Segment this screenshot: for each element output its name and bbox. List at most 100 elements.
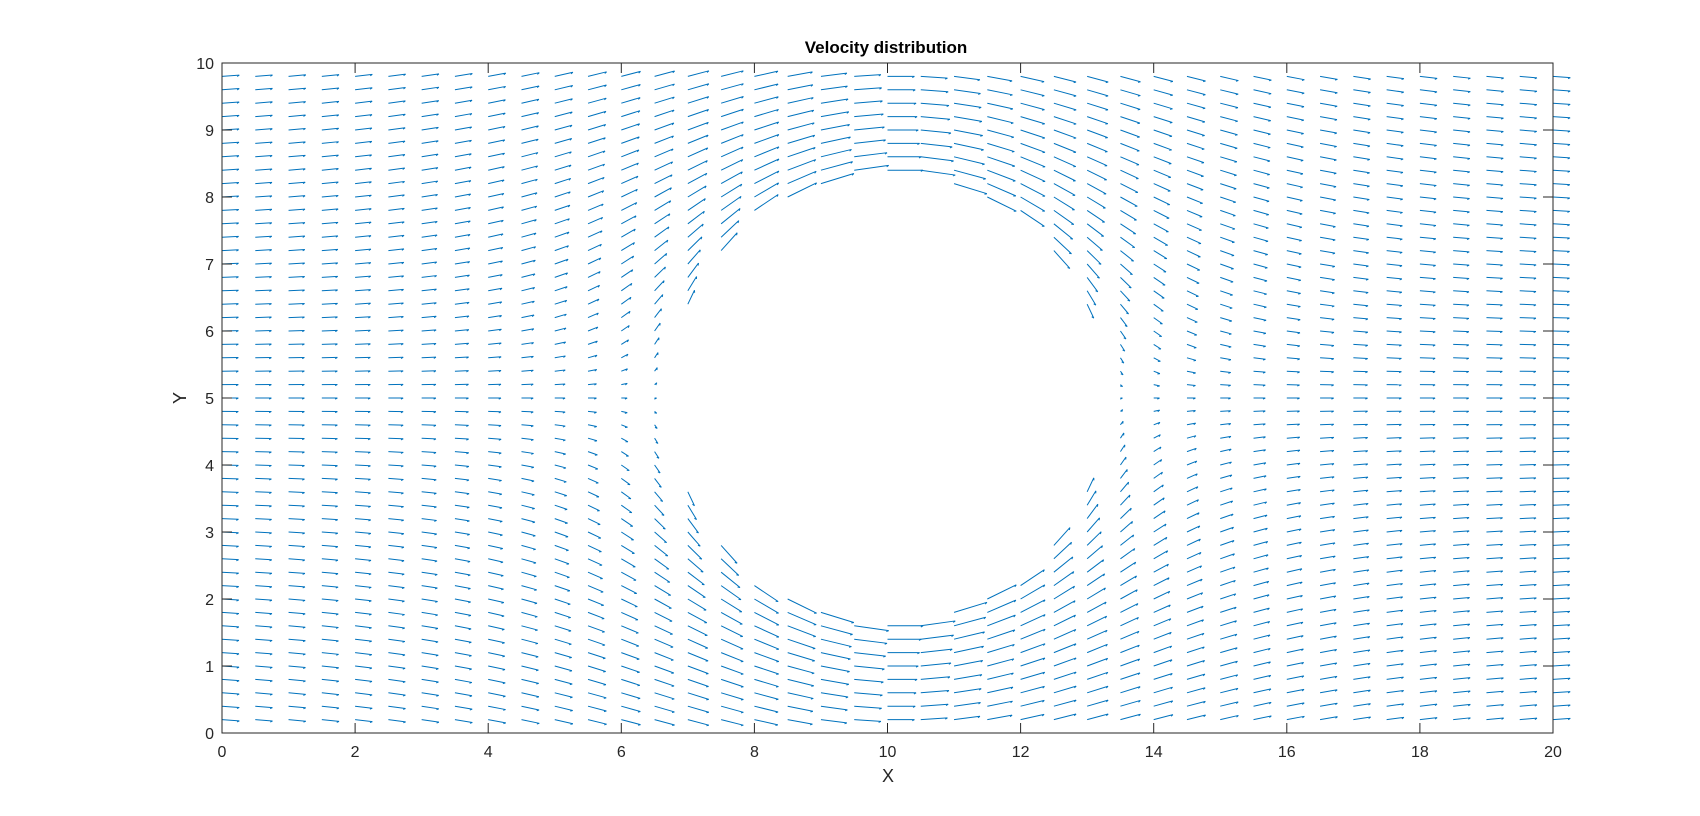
velocity-arrowhead — [844, 72, 848, 75]
velocity-arrowhead — [1168, 618, 1172, 621]
velocity-arrow — [255, 289, 272, 292]
velocity-arrow — [1020, 89, 1045, 97]
velocity-arrow — [1386, 623, 1404, 627]
velocity-arrow — [987, 700, 1013, 707]
velocity-arrowhead — [569, 124, 573, 128]
velocity-arrow — [720, 598, 743, 613]
velocity-arrowhead — [469, 708, 473, 711]
velocity-arrowhead — [696, 531, 699, 534]
velocity-arrowhead — [603, 137, 606, 140]
velocity-arrowhead — [435, 140, 439, 143]
velocity-arrowhead — [1199, 565, 1202, 569]
velocity-arrowhead — [269, 707, 273, 710]
velocity-arrowhead — [1433, 158, 1437, 161]
velocity-arrow — [355, 235, 372, 238]
velocity-arrow — [654, 96, 675, 104]
velocity-arrow — [854, 665, 885, 670]
velocity-arrow — [488, 692, 506, 697]
velocity-arrow — [720, 159, 743, 171]
velocity-arrow — [1486, 557, 1503, 560]
velocity-arrowhead — [1368, 716, 1371, 719]
velocity-arrowhead — [1263, 475, 1267, 478]
velocity-arrow — [1386, 129, 1404, 133]
velocity-arrowhead — [368, 478, 371, 481]
velocity-arrow — [1386, 156, 1404, 160]
velocity-arrow — [421, 464, 437, 467]
velocity-arrow — [1286, 317, 1301, 321]
velocity-arrow — [255, 665, 273, 668]
velocity-arrowhead — [1534, 650, 1537, 654]
velocity-arrow — [654, 678, 675, 687]
velocity-arrow — [1319, 250, 1336, 254]
velocity-arrow — [1386, 569, 1403, 573]
velocity-arrow — [1220, 701, 1239, 707]
velocity-arrowhead — [1043, 599, 1046, 603]
velocity-arrowhead — [302, 222, 306, 225]
velocity-arrowhead — [466, 356, 469, 359]
velocity-arrowhead — [1167, 591, 1171, 594]
velocity-arrowhead — [1098, 263, 1102, 265]
velocity-arrow — [820, 705, 848, 711]
velocity-arrow — [1453, 290, 1470, 293]
velocity-arrowhead — [603, 710, 607, 713]
velocity-arrowhead — [1365, 423, 1368, 427]
velocity-arrowhead — [1123, 337, 1127, 340]
velocity-arrowhead — [1398, 397, 1402, 400]
velocity-arrowhead — [1297, 397, 1300, 400]
velocity-arrow — [1453, 637, 1470, 640]
velocity-arrowhead — [336, 87, 340, 90]
velocity-arrow — [554, 286, 568, 292]
velocity-arrowhead — [401, 533, 405, 536]
velocity-arrow — [1353, 689, 1371, 694]
velocity-arrow — [720, 571, 741, 588]
velocity-arrowhead — [433, 465, 437, 468]
velocity-arrowhead — [269, 114, 273, 118]
velocity-arrow — [1253, 183, 1270, 189]
velocity-arrowhead — [402, 654, 406, 657]
velocity-arrow — [621, 678, 641, 686]
velocity-arrow — [554, 437, 566, 441]
velocity-arrowhead — [1235, 660, 1238, 664]
velocity-arrow — [1320, 423, 1334, 426]
velocity-arrowhead — [1533, 464, 1537, 467]
velocity-arrow — [355, 477, 371, 480]
velocity-arrowhead — [1365, 476, 1369, 479]
velocity-arrow — [1186, 156, 1205, 164]
velocity-arrow — [621, 424, 628, 428]
velocity-arrowhead — [1232, 540, 1235, 543]
velocity-arrow — [321, 208, 339, 211]
velocity-arrow — [1386, 503, 1402, 506]
velocity-arrow — [953, 616, 986, 627]
velocity-arrow — [1286, 423, 1300, 426]
velocity-arrow — [687, 665, 709, 675]
velocity-arrow — [1486, 183, 1504, 186]
velocity-arrowhead — [402, 181, 405, 184]
velocity-arrow — [1319, 622, 1337, 627]
velocity-arrow — [554, 245, 569, 252]
velocity-arrow — [1419, 102, 1437, 106]
velocity-arrowhead — [498, 466, 502, 469]
velocity-arrow — [654, 585, 671, 596]
velocity-arrow — [1253, 449, 1266, 453]
velocity-arrowhead — [368, 289, 371, 292]
velocity-arrowhead — [1262, 358, 1266, 361]
velocity-arrowhead — [303, 141, 306, 144]
velocity-arrow — [454, 585, 471, 589]
velocity-arrowhead — [402, 140, 406, 144]
velocity-arrow — [720, 652, 744, 662]
velocity-arrow — [687, 160, 708, 171]
velocity-arrow — [1552, 89, 1571, 92]
velocity-arrowhead — [1170, 686, 1173, 690]
velocity-arrow — [1253, 647, 1271, 654]
velocity-arrow — [1120, 672, 1141, 680]
velocity-arrow — [1086, 615, 1107, 627]
velocity-arrowhead — [236, 114, 240, 118]
velocity-arrowhead — [302, 316, 305, 319]
velocity-arrow — [554, 85, 573, 91]
velocity-arrow — [987, 686, 1014, 694]
velocity-arrow — [554, 204, 571, 211]
velocity-arrowhead — [531, 494, 535, 496]
velocity-arrowhead — [1500, 224, 1504, 227]
velocity-arrow — [1519, 597, 1537, 600]
velocity-arrow — [920, 717, 948, 721]
